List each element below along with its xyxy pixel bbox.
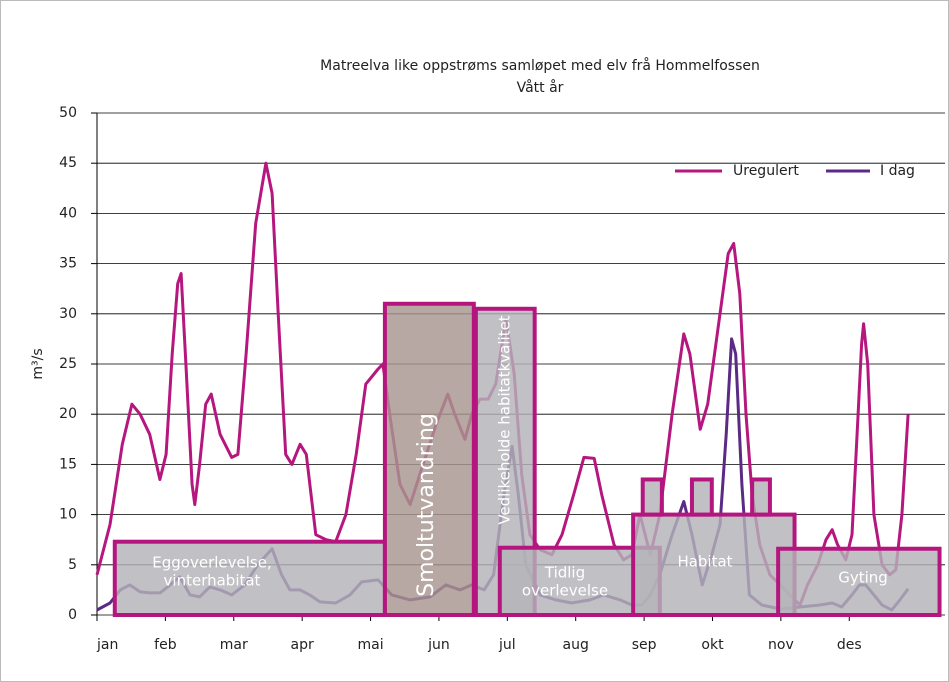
y-tick-label: 35 (59, 256, 77, 272)
annotation-label: vinterhabitat (164, 572, 261, 590)
x-tick-label: apr (291, 637, 314, 653)
annotation-box (640, 477, 664, 517)
y-tick-label: 15 (59, 456, 77, 472)
annotation-box (382, 301, 476, 617)
annotation-label: Eggoverlevelse, (152, 554, 271, 572)
x-tick-label: jul (498, 637, 516, 653)
annotations: Eggoverlevelse,vinterhabitat Smoltutvandr… (112, 301, 942, 618)
y-tick-label: 40 (59, 205, 77, 221)
annotation-box (750, 477, 772, 517)
x-tick-label: jun (427, 637, 450, 653)
annotation-label: Gyting (838, 569, 888, 587)
annotation-box (631, 512, 797, 617)
y-tick-label: 10 (59, 507, 77, 523)
y-axis-label: m³/s (30, 348, 46, 379)
y-tick-label: 25 (59, 356, 77, 372)
annotation-box (689, 477, 714, 517)
y-tick-label: 5 (68, 557, 77, 573)
legend-label: I dag (880, 163, 915, 179)
chart-title: Matreelva like oppstrøms samløpet med el… (320, 57, 760, 74)
annotation-label: Tidlig (544, 564, 585, 582)
x-tick-label: feb (154, 637, 177, 653)
annotation-box (776, 546, 942, 618)
x-tick-label: okt (701, 637, 724, 653)
x-tick-label: sep (632, 637, 657, 653)
x-tick-label: nov (768, 637, 794, 653)
annotation-label: Habitat (677, 553, 732, 571)
y-tick-label: 50 (59, 105, 77, 121)
x-tick-label: aug (563, 637, 589, 653)
x-tick-label: des (837, 637, 862, 653)
x-tick-label: mar (220, 637, 248, 653)
x-tick-label: jan (96, 637, 118, 653)
x-tick-label: mai (357, 637, 383, 653)
y-tick-label: 30 (59, 306, 77, 322)
annotation-label: Smoltutvandring (414, 413, 439, 597)
annotation-label: overlevelse (522, 582, 608, 600)
chart-subtitle: Vått år (517, 79, 564, 96)
legend-label: Uregulert (733, 163, 799, 179)
annotation-label: Vedlikeholde habitatkvalitet (496, 315, 514, 524)
y-tick-label: 0 (68, 607, 77, 623)
y-tick-label: 20 (59, 406, 77, 422)
y-tick-label: 45 (59, 155, 77, 171)
